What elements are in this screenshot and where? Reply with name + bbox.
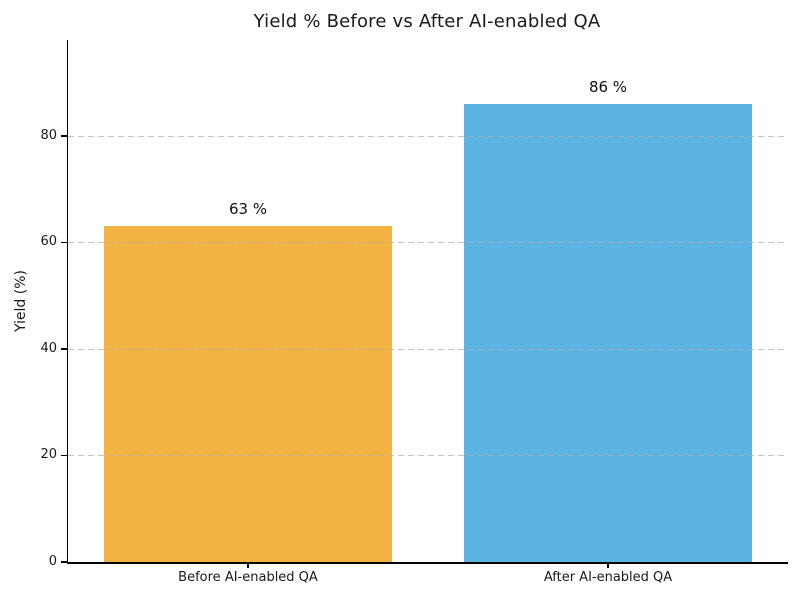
bar-value-label: 86 % [588, 77, 628, 96]
plot-area: 63 % Before AI-enabled QA 86 % After AI-ena… [40, 40, 788, 585]
gridline [68, 348, 788, 350]
bar-2 [464, 103, 752, 562]
y-tick-mark [61, 135, 67, 137]
y-tick-label: 40 [40, 340, 57, 356]
y-tick-label: 0 [48, 554, 57, 569]
y-tick-mark [61, 241, 67, 244]
bar-value-label: 63 % [228, 200, 268, 219]
y-tick-mark [61, 561, 67, 563]
x-tick-label: After AI-enabled QA [543, 570, 673, 585]
y-tick-label: 20 [40, 447, 57, 463]
gridline [68, 135, 788, 137]
y-axis-label: Yield (%) [13, 269, 29, 333]
y-tick-mark [61, 454, 67, 457]
x-tick-mark [247, 563, 249, 568]
y-tick-label: 60 [40, 234, 57, 250]
y-tick-mark [61, 348, 67, 350]
gridline [68, 455, 788, 457]
chart-title: Yield % Before vs After AI-enabled QA [253, 11, 601, 32]
bar-1 [104, 226, 392, 562]
gridline [68, 242, 788, 244]
y-tick-label: 80 [40, 127, 57, 143]
x-tick-label: Before AI-enabled QA [178, 570, 318, 585]
x-tick-mark [607, 563, 609, 568]
